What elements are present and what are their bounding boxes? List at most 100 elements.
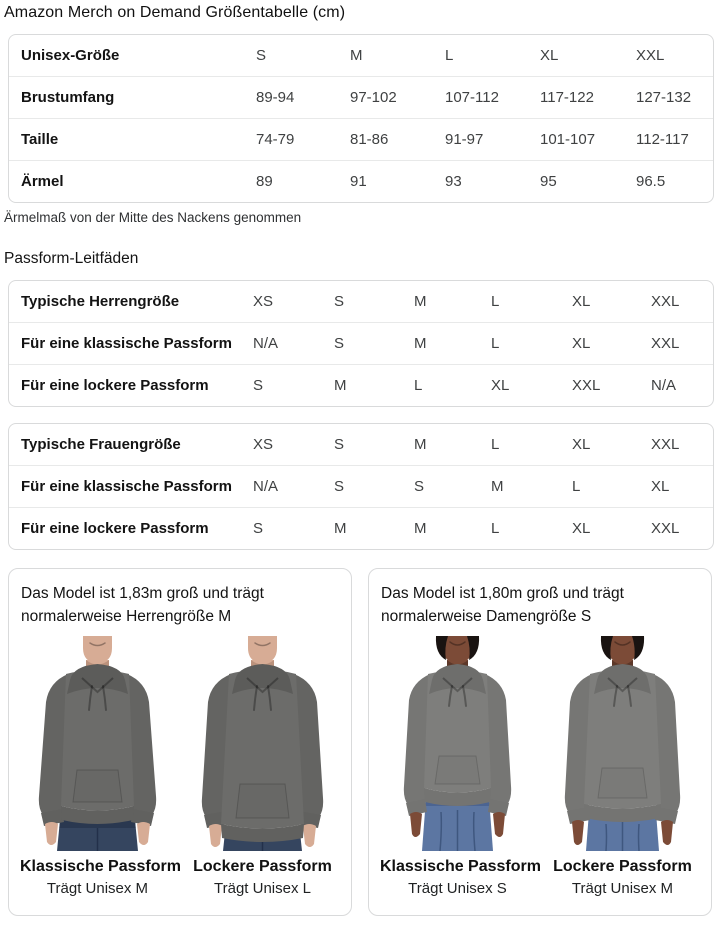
classic-fit-column: Klassische Passform Trägt Unisex M: [20, 636, 181, 897]
measure-cell: 96.5: [624, 160, 713, 202]
size-cell: XL: [479, 364, 560, 406]
table-row: Brustumfang 89-94 97-102 107-112 117-122…: [9, 76, 713, 118]
size-cell: L: [479, 507, 560, 549]
loose-fit-column: Lockere Passform Trägt Unisex L: [185, 636, 340, 897]
size-cell: S: [334, 293, 345, 310]
size-cell: XL: [560, 322, 639, 364]
measure-cell: 81-86: [338, 118, 433, 160]
size-cell: XXL: [639, 322, 713, 364]
size-cell: S: [322, 465, 402, 507]
size-cell: XL: [639, 465, 713, 507]
table-header-row: Typische Herrengröße XS S M L XL XXL: [9, 281, 713, 322]
female-model-card: Das Model ist 1,80m groß und trägt norma…: [368, 568, 712, 916]
model-description: Das Model ist 1,83m groß und trägt norma…: [21, 585, 264, 625]
size-worn-label: Trägt Unisex S: [408, 880, 507, 897]
table-row: Für eine lockere Passform S M L XL XXL N…: [9, 364, 713, 406]
measure-cell: 127-132: [624, 76, 713, 118]
model-description: Das Model ist 1,80m groß und trägt norma…: [381, 585, 624, 625]
fit-label: Lockere Passform: [553, 858, 692, 875]
row-label: Für eine lockere Passform: [9, 507, 241, 549]
men-fit-table: Typische Herrengröße XS S M L XL XXL Für…: [8, 280, 714, 407]
size-cell: S: [334, 436, 345, 453]
sleeve-measure-note: Ärmelmaß von der Mitte des Nackens genom…: [4, 210, 302, 225]
size-column-header: M: [350, 47, 363, 64]
size-cell: XXL: [651, 293, 680, 310]
row-label: Typische Herrengröße: [21, 293, 180, 310]
size-cell: M: [402, 507, 479, 549]
row-label: Typische Frauengröße: [21, 436, 181, 453]
size-cell: XS: [253, 293, 274, 310]
table-row: Für eine lockere Passform S M M L XL XXL: [9, 507, 713, 549]
size-cell: N/A: [241, 322, 322, 364]
size-cell: M: [402, 322, 479, 364]
size-worn-label: Trägt Unisex M: [46, 880, 149, 897]
size-cell: S: [322, 322, 402, 364]
size-column-header: XXL: [636, 47, 665, 64]
size-cell: M: [414, 436, 427, 453]
measure-cell: 91-97: [433, 118, 528, 160]
row-label: Für eine klassische Passform: [9, 465, 241, 507]
measure-cell: 89-94: [244, 76, 338, 118]
size-cell: L: [491, 436, 500, 453]
size-column-header: S: [256, 47, 267, 64]
row-label: Taille: [9, 118, 244, 160]
size-cell: XXL: [639, 507, 713, 549]
measure-cell: 101-107: [528, 118, 624, 160]
size-worn-label: Trägt Unisex L: [214, 880, 311, 897]
row-label: Unisex-Größe: [21, 47, 120, 64]
measure-cell: 91: [338, 160, 433, 202]
female-loose-fit-photo: [545, 636, 700, 851]
size-cell: N/A: [241, 465, 322, 507]
size-worn-label: Trägt Unisex M: [571, 880, 674, 897]
fit-label: Klassische Passform: [20, 858, 181, 875]
size-cell: S: [241, 507, 322, 549]
table-row: Für eine klassische Passform N/A S S M L…: [9, 465, 713, 507]
measure-cell: 89: [244, 160, 338, 202]
size-cell: L: [491, 293, 500, 310]
measure-cell: 112-117: [624, 118, 713, 160]
loose-fit-column: Lockere Passform Trägt Unisex M: [545, 636, 700, 897]
row-label: Für eine lockere Passform: [9, 364, 241, 406]
size-cell: L: [560, 465, 639, 507]
photo-pair: Klassische Passform Trägt Unisex S: [380, 636, 700, 897]
fit-label: Lockere Passform: [193, 858, 332, 875]
measure-cell: 97-102: [338, 76, 433, 118]
measure-cell: 95: [528, 160, 624, 202]
measure-cell: 74-79: [244, 118, 338, 160]
male-classic-fit-photo: [20, 636, 175, 851]
male-model-card: Das Model ist 1,83m groß und trägt norma…: [8, 568, 352, 916]
size-cell: M: [322, 507, 402, 549]
size-cell: XL: [572, 436, 591, 453]
size-cell: XL: [572, 293, 591, 310]
row-label: Für eine klassische Passform: [9, 322, 241, 364]
size-cell: XL: [560, 507, 639, 549]
table-row: Ärmel 89 91 93 95 96.5: [9, 160, 713, 202]
size-cell: M: [414, 293, 427, 310]
table-row: Taille 74-79 81-86 91-97 101-107 112-117: [9, 118, 713, 160]
size-cell: M: [322, 364, 402, 406]
size-cell: L: [479, 322, 560, 364]
size-column-header: L: [445, 47, 454, 64]
fit-guides-title: Passform-Leitfäden: [4, 250, 139, 267]
row-label: Ärmel: [9, 160, 244, 202]
size-cell: S: [241, 364, 322, 406]
female-classic-fit-photo: [380, 636, 535, 851]
male-loose-fit-photo: [185, 636, 340, 851]
row-label: Brustumfang: [9, 76, 244, 118]
classic-fit-column: Klassische Passform Trägt Unisex S: [380, 636, 541, 897]
size-cell: XXL: [560, 364, 639, 406]
women-fit-table: Typische Frauengröße XS S M L XL XXL Für…: [8, 423, 714, 550]
size-cell: M: [479, 465, 560, 507]
measure-cell: 117-122: [528, 76, 624, 118]
table-header-row: Typische Frauengröße XS S M L XL XXL: [9, 424, 713, 465]
size-cell: S: [402, 465, 479, 507]
unisex-size-table: Unisex-Größe S M L XL XXL Brustumfang 89…: [8, 34, 714, 203]
photo-pair: Klassische Passform Trägt Unisex M: [20, 636, 340, 897]
measure-cell: 93: [433, 160, 528, 202]
size-cell: XXL: [651, 436, 680, 453]
table-row: Für eine klassische Passform N/A S M L X…: [9, 322, 713, 364]
fit-label: Klassische Passform: [380, 858, 541, 875]
size-column-header: XL: [540, 47, 559, 64]
size-cell: L: [402, 364, 479, 406]
size-cell: XS: [253, 436, 274, 453]
